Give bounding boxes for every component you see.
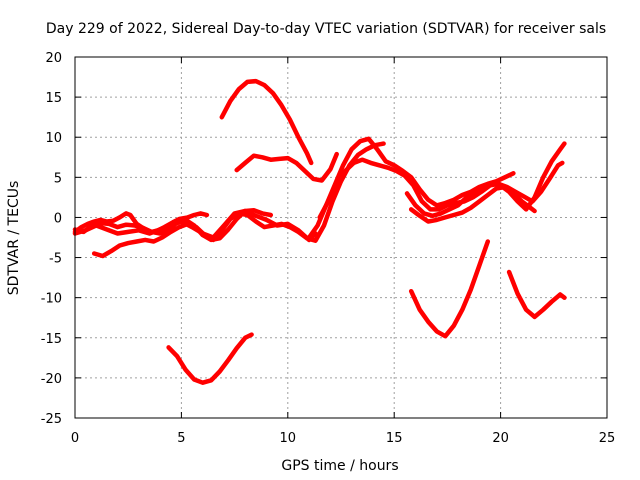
- series-line-arc-i: [404, 141, 567, 219]
- x-tick-label: 0: [71, 431, 79, 446]
- y-tick-label: -15: [41, 332, 62, 347]
- y-tick-label: -10: [41, 292, 62, 307]
- gridlines: [75, 57, 607, 418]
- y-tick-label: 15: [45, 91, 62, 106]
- y-axis-label: SDTVAR / TECUs: [6, 181, 22, 296]
- series-line-arc-j: [408, 184, 537, 224]
- chart-title: Day 229 of 2022, Sidereal Day-to-day VTE…: [46, 21, 606, 37]
- x-tick-label: 25: [599, 431, 616, 446]
- y-axis-ticks: -25 -20 -15 -10 -5 0 5 10 15 20: [41, 51, 607, 427]
- x-tick-label: 20: [492, 431, 509, 446]
- y-tick-label: -25: [41, 412, 62, 427]
- x-tick-label: 10: [280, 431, 297, 446]
- x-axis-label: GPS time / hours: [281, 458, 398, 474]
- x-tick-label: 15: [386, 431, 403, 446]
- y-tick-label: 0: [54, 211, 62, 226]
- plot-frame: [74, 56, 608, 419]
- y-tick-label: -5: [49, 252, 62, 267]
- series-line-arc-h: [317, 157, 565, 220]
- x-tick-label: 5: [177, 431, 185, 446]
- y-tick-label: 10: [45, 131, 62, 146]
- series-line-arc-k: [166, 332, 254, 385]
- x-axis-ticks: 0 5 10 15 20 25: [71, 57, 615, 446]
- y-tick-label: 20: [45, 51, 62, 66]
- data-series: [72, 78, 567, 385]
- series-line-arc-e: [219, 78, 314, 166]
- series-line-arc-m: [506, 269, 567, 320]
- series-line-arc-f: [234, 151, 339, 183]
- y-tick-label: 5: [54, 171, 62, 186]
- series-line-arc-l: [408, 239, 491, 339]
- y-tick-label: -20: [41, 372, 62, 387]
- series-line-arc-d: [91, 141, 386, 259]
